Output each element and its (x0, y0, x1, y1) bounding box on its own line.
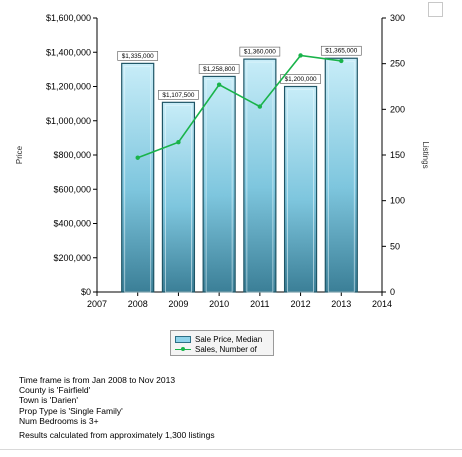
note-time-frame: Time frame is from Jan 2008 to Nov 2013 (19, 375, 176, 385)
price-data-label: $1,107,500 (162, 92, 194, 99)
sales-count-point (298, 53, 303, 58)
right-y-tick-label: 150 (390, 150, 405, 160)
note-town: Town is 'Darien' (19, 395, 78, 406)
price-data-label: $1,335,000 (122, 53, 154, 60)
note-county: County is 'Fairfield' (19, 385, 91, 396)
right-y-tick-label: 0 (390, 287, 395, 297)
left-y-tick-label: $0 (81, 287, 91, 297)
bottom-divider (0, 449, 462, 450)
right-y-tick-label: 250 (390, 59, 405, 69)
right-y-axis-title: Listings (421, 141, 430, 168)
x-tick-label: 2014 (372, 299, 392, 309)
legend-bar-swatch (175, 335, 191, 343)
left-y-tick-label: $1,200,000 (46, 82, 91, 92)
price-data-label-box (158, 90, 199, 100)
x-tick-label: 2009 (168, 299, 188, 309)
price-bar-inner (124, 65, 152, 293)
price-data-label: $1,258,800 (203, 66, 235, 73)
x-tick-label: 2012 (291, 299, 311, 309)
sales-count-point (216, 82, 222, 87)
legend-line-swatch (175, 346, 191, 353)
note-bedrooms: Num Bedrooms is 3+ (19, 415, 99, 426)
legend-item-sales-count: Sales, Number of (175, 344, 257, 354)
sales-count-line (137, 54, 342, 159)
price-bar (121, 62, 155, 293)
price-data-label: $1,360,000 (244, 49, 276, 56)
price-bar (243, 58, 277, 293)
price-bar-inner (287, 89, 314, 293)
price-bar (324, 57, 358, 293)
price-data-label: $1,200,000 (285, 76, 317, 83)
x-tick-label: 2010 (209, 299, 229, 309)
x-tick-label: 2013 (331, 299, 351, 309)
sales-count-point (176, 140, 181, 145)
x-tick-label: 2008 (128, 299, 148, 309)
legend-label-sale-price: Sale Price, Median (195, 334, 263, 344)
sales-count-point (135, 155, 140, 160)
sales-count-point (257, 104, 263, 109)
right-y-tick-label: 100 (390, 196, 405, 206)
price-data-label-box (280, 74, 321, 84)
left-y-tick-label: $1,000,000 (46, 116, 91, 126)
right-y-tick-label: 300 (390, 13, 405, 23)
x-tick-label: 2007 (87, 299, 107, 309)
x-tick-label: 2011 (250, 299, 269, 309)
corner-checkbox[interactable] (428, 2, 443, 17)
left-y-tick-label: $1,400,000 (46, 47, 91, 57)
price-bar (202, 75, 236, 293)
price-bar-inner (165, 104, 192, 293)
chart-legend: Sale Price, Median Sales, Number of (170, 330, 274, 356)
right-y-tick-label: 200 (390, 104, 405, 114)
left-y-axis-title: Price (15, 145, 24, 164)
price-bar-inner (246, 61, 274, 293)
note-summary: Results calculated from approximately 1,… (19, 430, 215, 441)
price-bar-inner (205, 79, 233, 293)
legend-item-sale-price: Sale Price, Median (175, 334, 262, 344)
left-y-tick-label: $600,000 (53, 184, 91, 194)
price-data-label-box (320, 45, 362, 56)
left-y-tick-label: $1,600,000 (46, 13, 91, 23)
combo-chart: $0 $200,000 $400,000 $600,000 $800,000 $1,000… (15, 13, 430, 309)
criteria-notes: Time frame is from Jan 2008 to Nov 2013 … (19, 375, 215, 440)
price-data-label-box (117, 51, 159, 61)
left-y-tick-label: $200,000 (53, 253, 91, 263)
note-prop-type: Prop Type is 'Single Family' (19, 405, 123, 416)
left-y-tick-label: $800,000 (53, 150, 91, 160)
price-bar (161, 101, 196, 293)
price-data-label: $1,365,000 (325, 48, 357, 55)
sales-count-point (339, 58, 344, 64)
left-y-tick-label: $400,000 (53, 219, 91, 229)
price-data-label-box (198, 64, 240, 74)
right-y-tick-label: 50 (390, 241, 400, 251)
price-data-label-box (239, 46, 281, 57)
legend-label-sales-count: Sales, Number of (195, 344, 257, 354)
price-bar (283, 85, 318, 293)
